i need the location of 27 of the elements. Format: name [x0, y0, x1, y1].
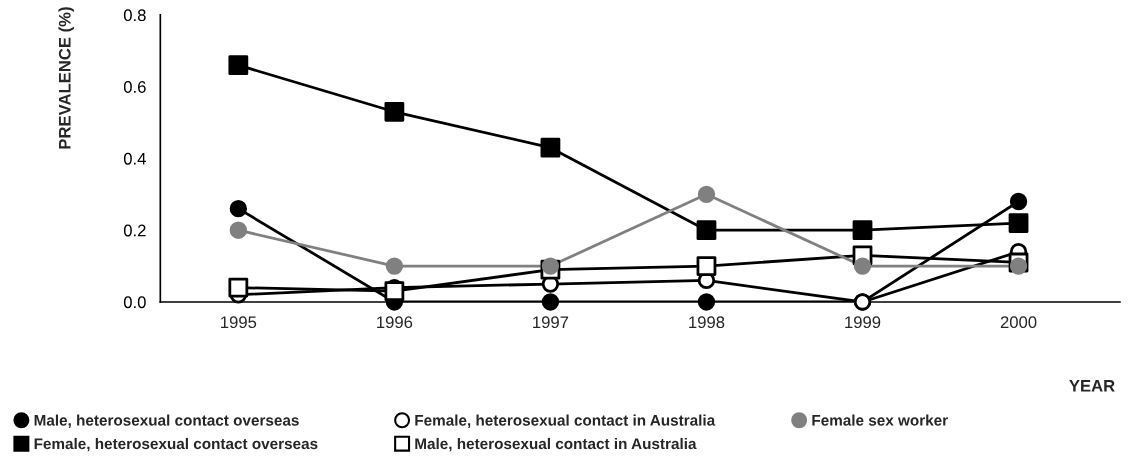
legend-label: Male, heterosexual contact in Australia: [415, 437, 697, 452]
legend-label: Female, heterosexual contact overseas: [34, 437, 318, 452]
y-tick-label: 0.2: [123, 224, 146, 237]
point: [1008, 213, 1029, 233]
x-tick-label: 1999: [845, 316, 881, 329]
x-tick-label: 1998: [689, 316, 725, 329]
point: [852, 220, 873, 241]
y-tick-label: 0.8: [123, 9, 146, 22]
y-tick-label: 0.0: [123, 296, 146, 309]
legend-label: Female sex worker: [812, 414, 948, 426]
x-tick-label: 1996: [377, 316, 413, 329]
point: [696, 256, 717, 276]
y-tick-label: 0.4: [123, 152, 146, 165]
x-tick-label: 1997: [533, 316, 569, 329]
point: [540, 137, 561, 158]
legend-label: Male, heterosexual contact overseas: [34, 414, 299, 428]
point: [384, 101, 405, 122]
x-tick-label: 1995: [221, 316, 257, 329]
y-tick-label: 0.6: [123, 81, 146, 93]
point: [228, 55, 249, 76]
x-axis-title: YEAR: [1069, 380, 1115, 392]
point: [384, 281, 405, 302]
point: [228, 277, 249, 298]
point: [696, 220, 717, 241]
legend-label: Female, heterosexual contact in Australia: [415, 414, 716, 428]
x-tick-label: 2000: [1000, 316, 1037, 329]
y-axis-title: PREVALENCE (%): [58, 7, 74, 149]
